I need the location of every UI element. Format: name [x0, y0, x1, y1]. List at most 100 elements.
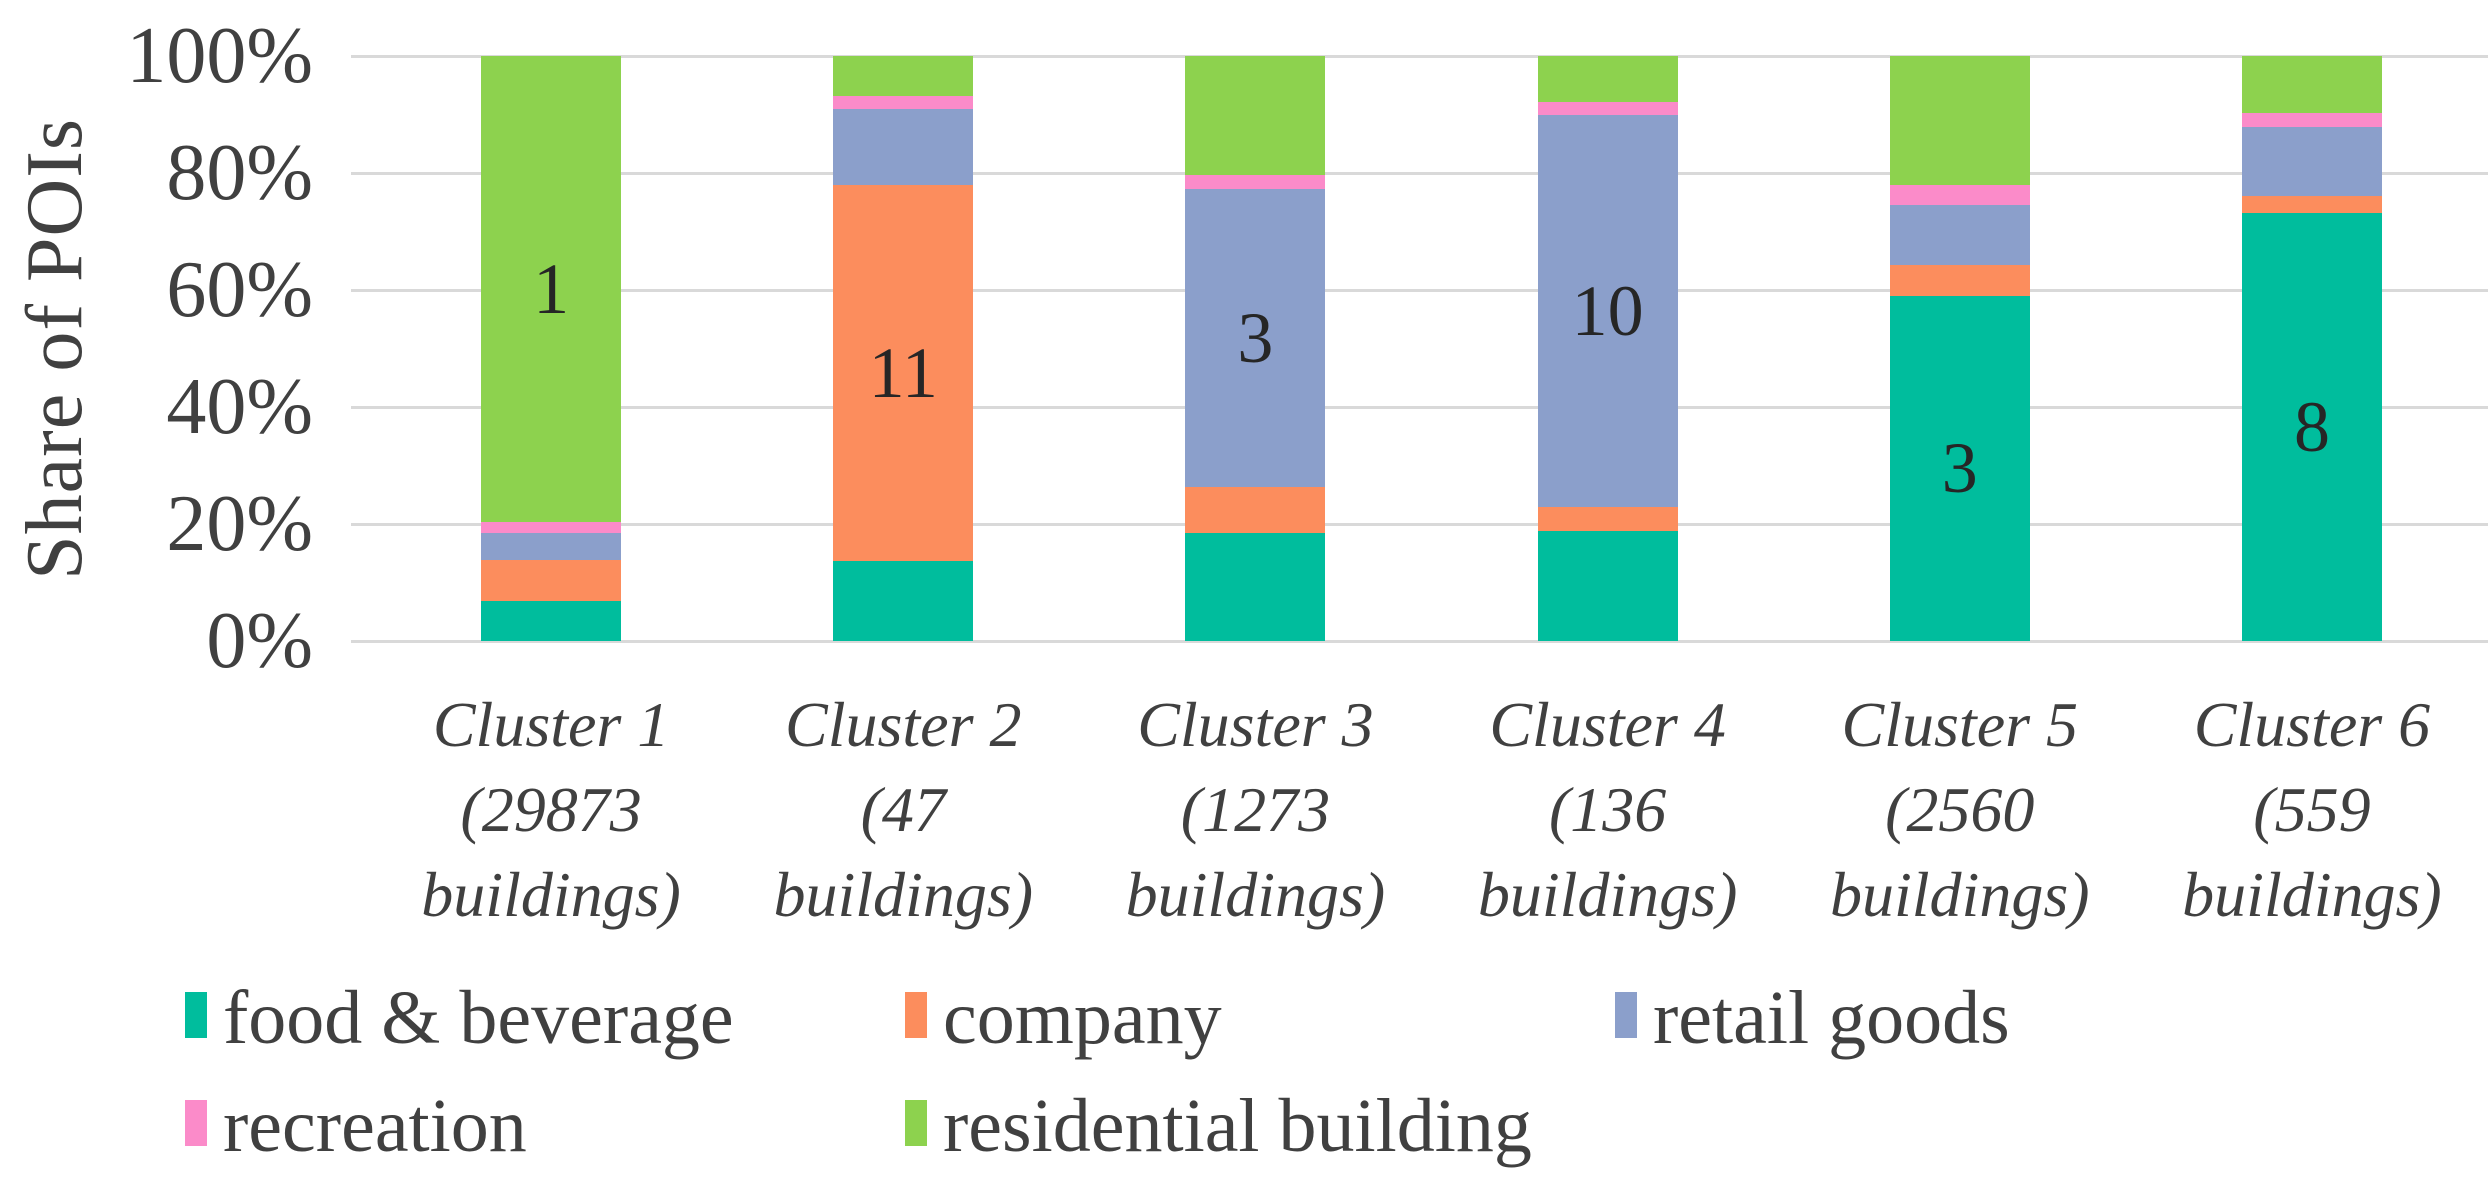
x-axis-label-line: (29873	[460, 774, 642, 846]
bar-segment-residential-building	[1185, 56, 1326, 175]
y-axis-tick	[351, 405, 375, 409]
bar-segment-residential-building	[1889, 56, 2030, 185]
bar-segment-food-beverage	[2241, 212, 2382, 641]
bar-segment-retail-goods	[2241, 126, 2382, 197]
bar-slot-cluster-3: 3	[1079, 56, 1431, 641]
x-axis-label-line: (559	[2253, 774, 2371, 846]
x-axis-label-line: Cluster 5	[1841, 689, 2078, 760]
bar-value-label: 10	[1571, 271, 1644, 352]
bar-segment-food-beverage	[1537, 531, 1678, 641]
y-tick-label: 40%	[166, 363, 313, 451]
stacked-bar-cluster-1	[481, 56, 622, 641]
bar-segment-food-beverage	[1889, 295, 2030, 641]
bar-segment-company	[2241, 196, 2382, 213]
bar-segment-company	[1537, 507, 1678, 532]
legend-label-retail-goods: retail goods	[1653, 976, 2010, 1060]
bar-segment-company	[833, 184, 974, 562]
bar-value-label: 11	[868, 333, 938, 414]
legend: food & beverage company retail goods recrea…	[0, 980, 2488, 1200]
bar-segment-retail-goods	[1537, 115, 1678, 508]
bar-slot-cluster-4: 10	[1432, 56, 1784, 641]
y-tick-label: 80%	[166, 129, 313, 217]
bar-segment-retail-goods	[833, 108, 974, 185]
bar-segment-recreation	[1185, 174, 1326, 189]
bar-value-label: 1	[533, 249, 570, 330]
legend-label-company: company	[943, 976, 1222, 1060]
bar-segment-residential-building	[833, 56, 974, 96]
y-tick-label: 100%	[126, 12, 313, 100]
x-axis-label-cluster-2: Cluster 2 (47 buildings)	[727, 682, 1079, 937]
bar-segment-retail-goods	[481, 532, 622, 561]
legend-label-recreation: recreation	[223, 1084, 527, 1168]
x-axis-label-cluster-5: Cluster 5 (2560 buildings)	[1784, 682, 2136, 937]
bar-segment-residential-building	[1537, 56, 1678, 102]
bar-segment-food-beverage	[833, 561, 974, 641]
bar-slot-cluster-1: 1	[375, 56, 727, 641]
x-axis-labels: Cluster 1 (29873 buildings) Cluster 2 (47 bui…	[375, 682, 2488, 937]
y-axis-title: Share of POIs	[0, 56, 110, 641]
bar-segment-company	[481, 560, 622, 602]
gridline-0	[375, 639, 2488, 643]
bar-slot-cluster-2: 11	[727, 56, 1079, 641]
gridline-20	[375, 522, 2488, 526]
x-axis-label-cluster-6: Cluster 6 (559 buildings)	[2136, 682, 2488, 937]
legend-label-food-beverage: food & beverage	[223, 976, 734, 1060]
gridline-80	[375, 171, 2488, 175]
x-axis-label-line: buildings)	[1125, 859, 1386, 931]
stacked-bar-cluster-4	[1537, 56, 1678, 641]
x-axis-label-line: (136	[1548, 774, 1667, 846]
x-axis-label-line: Cluster 2	[785, 689, 1022, 760]
x-axis-label-line: Cluster 4	[1489, 689, 1726, 760]
bar-segment-food-beverage	[1185, 533, 1326, 641]
x-axis-label-line: Cluster 3	[1137, 689, 1374, 760]
legend-swatch-food-beverage	[185, 992, 207, 1038]
bar-segment-retail-goods	[1185, 188, 1326, 487]
y-tick-label: 0%	[206, 597, 313, 685]
bar-value-label: 3	[1237, 297, 1274, 378]
x-axis-label-line: buildings)	[1829, 859, 2090, 931]
y-axis-tick	[351, 522, 375, 526]
bar-segment-food-beverage	[481, 601, 622, 641]
gridline-60	[375, 288, 2488, 292]
bar-segment-residential-building	[2241, 56, 2382, 114]
bar-segment-residential-building	[481, 56, 622, 523]
x-axis-label-cluster-3: Cluster 3 (1273 buildings)	[1079, 682, 1431, 937]
gridline-40	[375, 405, 2488, 409]
y-axis-title-text: Share of POIs	[10, 117, 99, 580]
legend-swatch-retail-goods	[1615, 992, 1637, 1038]
bar-segment-recreation	[833, 95, 974, 109]
bar-segment-recreation	[2241, 113, 2382, 127]
bar-segment-recreation	[1537, 101, 1678, 116]
bar-segment-recreation	[481, 522, 622, 533]
x-axis-label-line: Cluster 6	[2193, 689, 2431, 760]
y-axis-tick	[351, 171, 375, 175]
legend-swatch-recreation	[185, 1100, 207, 1146]
x-axis-label-cluster-4: Cluster 4 (136 buildings)	[1432, 682, 1784, 937]
x-axis-label-line: (47	[860, 774, 946, 846]
legend-item-company: company	[905, 980, 1222, 1056]
y-axis-tick	[351, 639, 375, 643]
legend-label-residential-building: residential building	[943, 1084, 1532, 1168]
legend-swatch-residential-building	[905, 1100, 927, 1146]
stacked-bar-cluster-6	[2241, 56, 2382, 641]
bar-value-label: 8	[2293, 386, 2330, 467]
y-tick-label: 60%	[166, 246, 313, 334]
x-axis-label-line: (2560	[1885, 774, 2035, 846]
legend-item-food-beverage: food & beverage	[185, 980, 734, 1056]
bar-value-label: 3	[1941, 428, 1978, 509]
legend-swatch-company	[905, 992, 927, 1038]
bar-segment-recreation	[1889, 184, 2030, 205]
stacked-bar-cluster-5	[1889, 56, 2030, 641]
legend-item-retail-goods: retail goods	[1615, 980, 2010, 1056]
bar-slot-cluster-5: 3	[1784, 56, 2136, 641]
x-axis-label-line: (1273	[1180, 774, 1331, 846]
y-tick-label: 20%	[166, 480, 313, 568]
bar-slots: 1 11 3 10 3 8	[375, 56, 2488, 641]
gridline-100	[375, 54, 2488, 58]
stacked-bar-cluster-2	[833, 56, 974, 641]
bar-segment-retail-goods	[1889, 204, 2030, 266]
x-axis-label-line: Cluster 1	[432, 689, 670, 760]
bar-slot-cluster-6: 8	[2136, 56, 2488, 641]
y-axis-tick	[351, 288, 375, 292]
